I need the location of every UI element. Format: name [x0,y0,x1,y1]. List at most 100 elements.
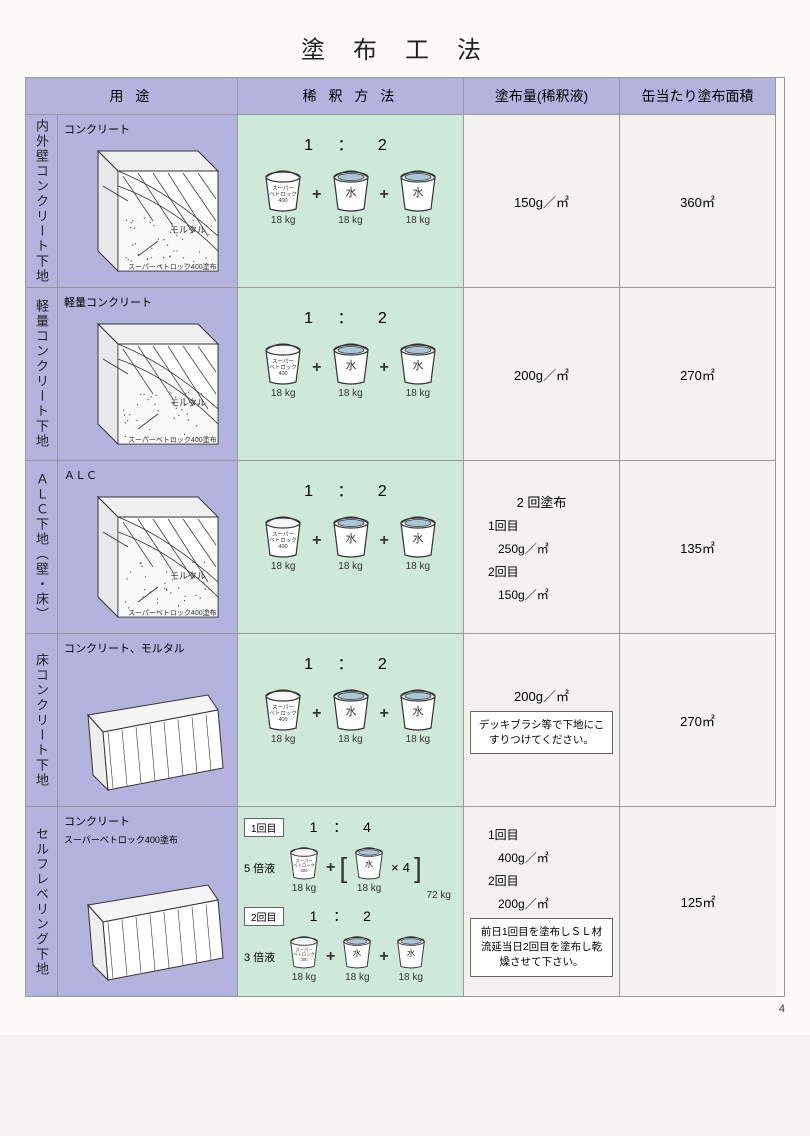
svg-text:400: 400 [279,371,288,377]
amount-cell: 1回目 400g／㎡2回目 200g／㎡前日1回目を塗布しＳＬ材流延当日2回目を… [464,807,620,996]
svg-text:水: 水 [406,947,415,958]
use-material-top: コンクリート [64,813,231,829]
svg-text:ベトロック: ベトロック [269,191,297,198]
bucket-item: 水 18 kg [395,682,441,745]
amount-note: 前日1回目を塗布しＳＬ材流延当日2回目を塗布し乾燥させて下さい。 [470,918,613,976]
bucket-item: スーパーベトロック400 18 kg [260,163,306,226]
bucket-icon: 水 [328,509,374,559]
amount-pass-label: 2回目 [488,563,519,580]
svg-text:水: 水 [365,858,374,869]
ratio-text: 1 ： 2 [244,640,457,682]
svg-text:モルタル: モルタル [170,398,206,408]
plus-icon: + [380,705,389,723]
bucket-item: スーパーベトロック400 18 kg [260,336,306,399]
dilution-cell: 1 ： 2 スーパーベトロック400 18 kg + 水 18 kg + 水 1… [238,461,464,634]
bucket-weight: 18 kg [271,734,295,745]
svg-text:水: 水 [345,532,356,545]
bucket-weight: 18 kg [338,561,362,572]
svg-text:水: 水 [345,359,356,372]
multiply-icon: × [391,860,399,875]
bucket-icon: スーパーベトロック400 [260,509,306,559]
svg-text:モルタル: モルタル [170,571,206,581]
pass-pill: 2回目 [244,907,284,926]
bucket-icon: 水 [393,930,429,970]
svg-text:スーパー: スーパー [272,358,294,365]
bucket-icon: スーパーベトロック400 [260,163,306,213]
ratio-text: 1 ： 2 [244,467,457,509]
amount-title: 2 回塗布 [517,492,567,511]
bucket-item: 水 18 kg [395,509,441,572]
area-cell: 360㎡ [620,115,776,288]
svg-text:水: 水 [345,705,356,718]
bucket-weight: 18 kg [406,388,430,399]
svg-text:スーパーベトロック400塗布: スーパーベトロック400塗布 [128,608,217,617]
svg-text:水: 水 [412,532,423,545]
svg-text:スーパー: スーパー [272,531,294,538]
svg-text:スーパーベトロック400塗布: スーパーベトロック400塗布 [128,262,217,271]
substrate-diagram: モルタル スーパーベトロック400塗布 [68,487,228,627]
row-label: ＡＬＣ下地︵壁・床︶ [26,461,58,634]
bucket-weight: 18 kg [406,734,430,745]
header-dilution: 稀 釈 方 法 [238,78,464,115]
svg-text:ベトロック: ベトロック [269,710,297,717]
bucket-icon: 水 [351,841,387,881]
svg-text:スーパーベトロック400塗布: スーパーベトロック400塗布 [128,435,217,444]
bracket-count: 4 [403,860,410,875]
bucket-weight: 18 kg [271,388,295,399]
pass-pill: 1回目 [244,818,284,837]
area-value: 270㎡ [680,365,715,384]
svg-text:スーパー: スーパー [272,185,294,192]
method-table: 用 途 稀 釈 方 法 塗布量(稀釈液) 缶当たり塗布面積 内外壁コンクリート下… [25,77,785,997]
use-cell: ＡＬＣ モルタル スーパーベトロック400塗布 [58,461,238,634]
plus-icon: + [312,705,321,723]
use-material-top: コンクリート、モルタル [64,640,231,656]
row-label: 内外壁コンクリート下地 [26,115,58,288]
area-value: 125㎡ [681,892,716,911]
svg-text:水: 水 [353,947,362,958]
area-cell: 125㎡ [620,807,776,996]
amount-cell: 200g／㎡デッキブラシ等で下地にこすりつけてください。 [464,634,620,807]
plus-icon: + [312,359,321,377]
plus-icon: + [312,532,321,550]
use-cell: 軽量コンクリート モルタル スーパーベトロック400塗布 [58,288,238,461]
bucket-item: 水 18 kg [328,509,374,572]
amount-cell: 200g／㎡ [464,288,620,461]
bucket-icon: 水 [395,509,441,559]
amount-pass-label: 1回目 [488,517,519,534]
dilution-cell: 1 ： 2 スーパーベトロック400 18 kg + 水 18 kg + 水 1… [238,288,464,461]
pass-ratio: 1 ： 4 [310,817,377,837]
bucket-item: 水 18 kg [395,336,441,399]
ratio-text: 1 ： 2 [244,294,457,336]
substrate-diagram: モルタル スーパーベトロック400塗布 [68,141,228,281]
bucket-icon: 水 [395,163,441,213]
area-cell: 270㎡ [620,288,776,461]
svg-text:ベトロック: ベトロック [269,364,297,371]
bucket-weight: 18 kg [406,561,430,572]
amount-value: 150g／㎡ [514,192,569,211]
bucket-weight: 18 kg [271,215,295,226]
pass-liquid: 3 倍液 [244,949,282,965]
plus-icon: + [380,359,389,377]
bucket-icon: スーパーベトロック400 [286,930,322,970]
bucket-item: スーパーベトロック400 18 kg [260,509,306,572]
bucket-weight: 18 kg [338,734,362,745]
svg-text:400: 400 [300,868,308,873]
area-cell: 270㎡ [620,634,776,807]
dilution-cell: 1 ： 2 スーパーベトロック400 18 kg + 水 18 kg + 水 1… [238,634,464,807]
bucket-item: 水 18 kg [328,163,374,226]
bucket-item: 水 18 kg [395,163,441,226]
plus-icon: + [380,186,389,204]
bucket-icon: スーパーベトロック400 [260,682,306,732]
row-label: 軽量コンクリート下地 [26,288,58,461]
use-material-top: ＡＬＣ [64,467,231,483]
dilution-cell: 1 ： 2 スーパーベトロック400 18 kg + 水 18 kg + 水 1… [238,115,464,288]
svg-text:ベトロック: ベトロック [269,537,297,544]
amount-pass-value: 250g／㎡ [498,540,549,557]
bracket-weight: 72 kg [427,890,451,901]
area-value: 270㎡ [680,711,715,730]
amount-value: 200g／㎡ [514,686,569,705]
use-cell: コンクリートスーパーベトロック400塗布 [58,807,238,996]
area-cell: 135㎡ [620,461,776,634]
bucket-icon: 水 [328,336,374,386]
substrate-diagram [68,660,228,800]
